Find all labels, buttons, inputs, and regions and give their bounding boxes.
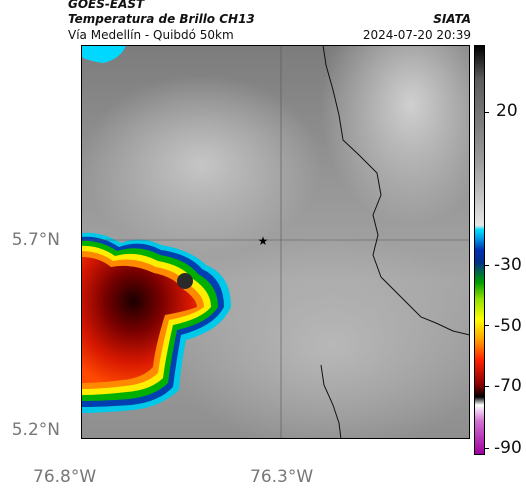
colorbar-tickmark xyxy=(485,448,489,449)
map-overlay: ★ xyxy=(81,45,470,439)
satellite-label: GOES-EAST xyxy=(68,0,145,11)
route-label: Vía Medellín - Quibdó 50km xyxy=(68,28,234,42)
star-icon: ★ xyxy=(258,234,269,248)
department-border-north xyxy=(322,45,470,336)
department-border-south xyxy=(320,364,342,439)
x-tick-label: 76.8°W xyxy=(33,467,97,487)
colorbar-tickmark xyxy=(485,112,489,113)
cold-cloud-patch-top xyxy=(81,45,126,63)
colorbar-tick-label: -90 xyxy=(494,438,522,458)
colorbar-tick-label: -30 xyxy=(494,255,522,275)
satellite-map[interactable]: ★ xyxy=(81,45,470,439)
colorbar-tickmark xyxy=(485,386,489,387)
org-label: SIATA xyxy=(433,12,471,26)
product-title: Temperatura de Brillo CH13 xyxy=(68,12,255,26)
colorbar-tick-label: 20 xyxy=(496,101,518,121)
x-tick-label: 76.3°W xyxy=(250,467,314,487)
colorbar-tick-label: -50 xyxy=(494,316,522,336)
storm-cold-top xyxy=(177,273,193,289)
y-tick-label: 5.7°N xyxy=(11,230,60,250)
colorbar-tick-label: -70 xyxy=(494,376,522,396)
storm-core xyxy=(81,257,197,383)
colorbar-tickmark xyxy=(485,325,489,326)
y-tick-label: 5.2°N xyxy=(11,420,60,440)
colorbar xyxy=(474,45,485,455)
datetime-label: 2024-07-20 20:39 xyxy=(362,28,471,42)
colorbar-tickmark xyxy=(485,265,489,266)
